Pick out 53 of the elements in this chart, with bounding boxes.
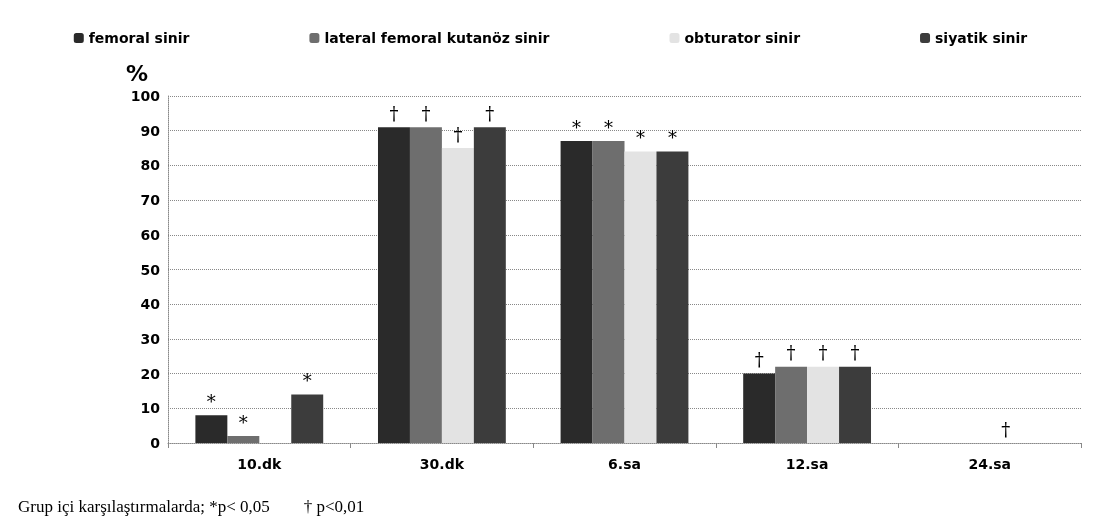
data-label: *: [238, 411, 248, 433]
bar: [473, 127, 506, 443]
data-label: *: [667, 127, 677, 149]
y-tick-label: 30: [140, 330, 161, 347]
x-tick-label: 10.dk: [237, 456, 283, 472]
bar: [441, 148, 474, 443]
bar: [377, 127, 410, 443]
y-tick-label: 20: [140, 365, 161, 382]
bar: [560, 141, 593, 443]
bar: [807, 366, 840, 443]
y-tick-label: 70: [140, 192, 161, 209]
data-label: †: [453, 123, 463, 145]
bar: [775, 366, 808, 443]
data-label: †: [485, 102, 495, 124]
y-tick-label: 0: [150, 435, 161, 451]
data-label: *: [635, 127, 645, 149]
bar: [743, 373, 776, 443]
bar: [291, 394, 324, 443]
bar: [656, 151, 689, 443]
legend-label: obturator sinir: [684, 30, 801, 46]
data-label: †: [389, 102, 399, 124]
data-label: †: [818, 342, 828, 364]
y-tick-label: 60: [140, 226, 161, 243]
x-tick-label: 30.dk: [419, 456, 465, 472]
y-tick-label: 50: [140, 261, 161, 278]
x-tick-label: 24.sa: [968, 456, 1011, 472]
data-label: †: [1001, 418, 1011, 440]
bar: [624, 151, 657, 443]
data-label: †: [754, 349, 764, 371]
bar: [409, 127, 442, 443]
bar: [195, 415, 228, 443]
data-label: †: [786, 342, 796, 364]
x-tick-label: 6.sa: [608, 456, 641, 472]
y-tick-label: 80: [140, 157, 161, 174]
bar: [839, 366, 872, 443]
data-label: *: [302, 369, 312, 391]
y-tick-label: 100: [130, 88, 161, 104]
y-tick-label: 10: [140, 400, 161, 417]
x-tick-label: 12.sa: [785, 456, 829, 472]
data-label: *: [604, 116, 614, 138]
bar: [227, 436, 260, 443]
y-axis-title: %: [125, 60, 148, 86]
data-label: *: [572, 116, 582, 138]
legend-label: siyatik sinir: [935, 30, 1028, 46]
data-label: *: [206, 390, 216, 412]
y-tick-label: 90: [140, 122, 161, 139]
y-tick-label: 40: [140, 296, 161, 313]
legend-label: lateral femoral kutanöz sinir: [324, 30, 550, 46]
data-label: †: [850, 342, 860, 364]
bar: [592, 141, 625, 443]
text: Grup içi karşılaştırmalarda; *p< 0,05 † p<0,01: [18, 497, 365, 516]
data-label: †: [421, 102, 431, 124]
legend-label: femoral sinir: [88, 30, 190, 46]
